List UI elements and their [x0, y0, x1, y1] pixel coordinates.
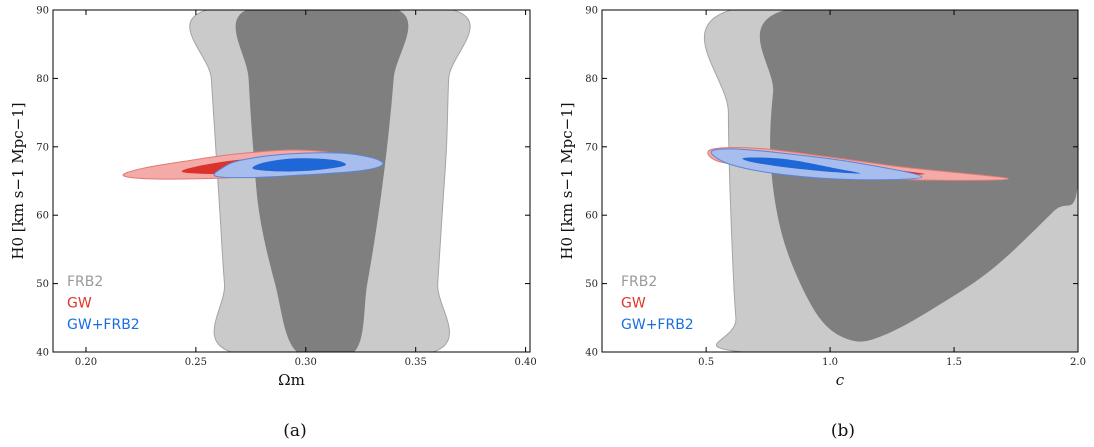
legend-entry-gw: GW: [67, 296, 92, 312]
x-tick-label: 0.5: [698, 357, 714, 368]
contours: [122, 10, 471, 352]
x-tick-label: 1.5: [946, 357, 962, 368]
contour-gw-frb2-inner: [742, 157, 861, 174]
contour-gw-frb2-inner: [252, 158, 346, 172]
legend-entry-gw-frb2: GW+FRB2: [67, 317, 140, 333]
panel-b: 0.5 1.0 1.5 2.0 40 50 60 70 80 90 c H0 [km s−1 Mpc−…: [558, 6, 1086, 442]
y-tick-label: 80: [36, 74, 49, 85]
y-tick-label: 70: [36, 142, 49, 153]
y-axis-label: H0 [km s−1 Mpc−1]: [558, 102, 576, 259]
y-tick-label: 60: [36, 211, 49, 222]
y-tick-label: 90: [36, 6, 49, 17]
y-tick-label: 80: [585, 74, 598, 85]
y-tick-label: 50: [585, 279, 598, 290]
axes-frame: [52, 9, 531, 353]
panel-label: (a): [283, 421, 306, 441]
y-tick-label: 40: [585, 348, 598, 359]
legend-entry-gw: GW: [621, 296, 646, 312]
contours: [703, 10, 1078, 352]
x-tick-label: 1.0: [822, 357, 838, 368]
panel-a: 0.20 0.25 0.30 0.35 0.40 40 50 60 70 80 90 Ωm H0 [km…: [9, 6, 537, 442]
x-tick-label: 2.0: [1070, 357, 1086, 368]
y-axis-label: H0 [km s−1 Mpc−1]: [9, 102, 27, 259]
x-tick-label: 0.40: [514, 357, 536, 368]
legend-entry-frb2: FRB2: [67, 274, 103, 290]
x-axis-label: Ωm: [278, 371, 305, 389]
y-tick-label: 90: [585, 6, 598, 17]
axes-frame: [601, 9, 1079, 353]
legend-entry-frb2: FRB2: [621, 274, 657, 290]
contour-gw-frb2-outer: [710, 148, 923, 181]
y-tick-label: 40: [36, 348, 49, 359]
y-tick-label: 60: [585, 211, 598, 222]
panel-label: (b): [831, 421, 855, 441]
x-tick-label: 0.25: [185, 357, 207, 368]
contour-frb2-inner: [235, 10, 409, 352]
x-axis-label: c: [836, 371, 845, 389]
x-tick-label: 0.20: [75, 357, 97, 368]
y-tick-label: 70: [585, 142, 598, 153]
legend-entry-gw-frb2: GW+FRB2: [621, 317, 694, 333]
x-tick-label: 0.35: [405, 357, 427, 368]
x-tick-label: 0.30: [295, 357, 317, 368]
y-tick-label: 50: [36, 279, 49, 290]
